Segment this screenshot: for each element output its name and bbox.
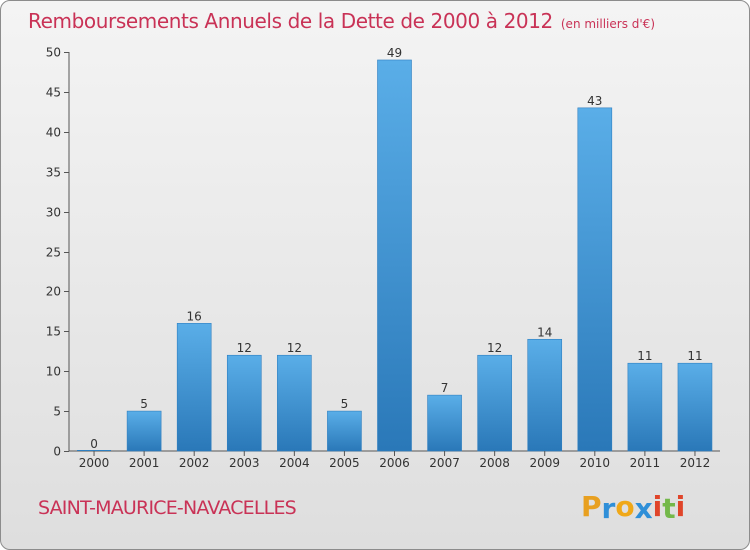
bar-value-label: 14: [537, 325, 552, 339]
y-tick-label: 35: [46, 166, 61, 180]
bar: [477, 354, 512, 452]
bar: [176, 323, 212, 452]
brand-letter: i: [675, 490, 686, 523]
bar: [277, 354, 312, 452]
brand-letter: P: [581, 490, 602, 523]
bar-value-label: 7: [441, 381, 449, 395]
bar-value-label: 12: [287, 341, 302, 355]
x-tick-label: 2012: [680, 456, 711, 470]
y-tick-label: 40: [46, 126, 61, 140]
x-tick-label: 2004: [279, 456, 310, 470]
bar: [627, 362, 663, 452]
x-tick-label: 2006: [379, 456, 410, 470]
x-tick-label: 2009: [529, 456, 560, 470]
x-tick-label: 2005: [329, 456, 360, 470]
y-tick-label: 45: [46, 86, 61, 100]
bar: [677, 362, 713, 452]
x-tick-label: 2010: [580, 456, 611, 470]
bar: [427, 394, 462, 452]
bar: [226, 354, 262, 452]
bar: [527, 338, 563, 452]
x-tick-label: 2000: [79, 456, 110, 470]
chart-title: Remboursements Annuels de la Dette de 20…: [28, 9, 655, 33]
bar-value-label: 5: [341, 397, 349, 411]
brand-letter: i: [652, 490, 663, 523]
bar-value-label: 16: [187, 309, 202, 323]
y-tick-label: 50: [46, 46, 61, 60]
x-tick-label: 2008: [479, 456, 510, 470]
bar-value-label: 12: [487, 341, 502, 355]
brand-letter: r: [601, 492, 616, 525]
bar-value-label: 11: [687, 349, 702, 363]
bar-value-label: 49: [387, 46, 402, 60]
bar-value-label: 11: [637, 349, 652, 363]
x-tick-label: 2011: [630, 456, 661, 470]
bar-value-label: 43: [587, 94, 602, 108]
bar-value-label: 12: [237, 341, 252, 355]
y-tick-label: 30: [46, 206, 61, 220]
x-tick-label: 2007: [429, 456, 460, 470]
y-tick-label: 0: [53, 445, 61, 459]
y-tick-label: 5: [53, 405, 61, 419]
x-tick-label: 2001: [129, 456, 160, 470]
brand-letter: o: [615, 490, 635, 523]
bar-value-label: 0: [90, 437, 98, 451]
bar: [577, 107, 613, 452]
y-tick-label: 10: [46, 365, 61, 379]
x-tick-label: 2003: [229, 456, 260, 470]
brand-logo: Proxiti: [581, 489, 685, 525]
bar-chart: 0 5 10 15 20 25 30 35 40 45 50 0 2000 5 2001 16 2002 12 20…: [46, 46, 720, 470]
commune-name: SAINT-MAURICE-NAVACELLES: [38, 497, 297, 519]
brand-letter: x: [634, 492, 653, 525]
unit-note: (en milliers d'€): [560, 17, 655, 31]
brand-letter: t: [662, 492, 676, 525]
x-tick-label: 2002: [179, 456, 210, 470]
bar: [126, 410, 162, 452]
bar-value-label: 5: [140, 397, 148, 411]
bar: [377, 59, 412, 452]
bar: [327, 410, 362, 452]
y-tick-label: 20: [46, 285, 61, 299]
y-tick-label: 15: [46, 325, 61, 339]
y-tick-label: 25: [46, 246, 61, 260]
